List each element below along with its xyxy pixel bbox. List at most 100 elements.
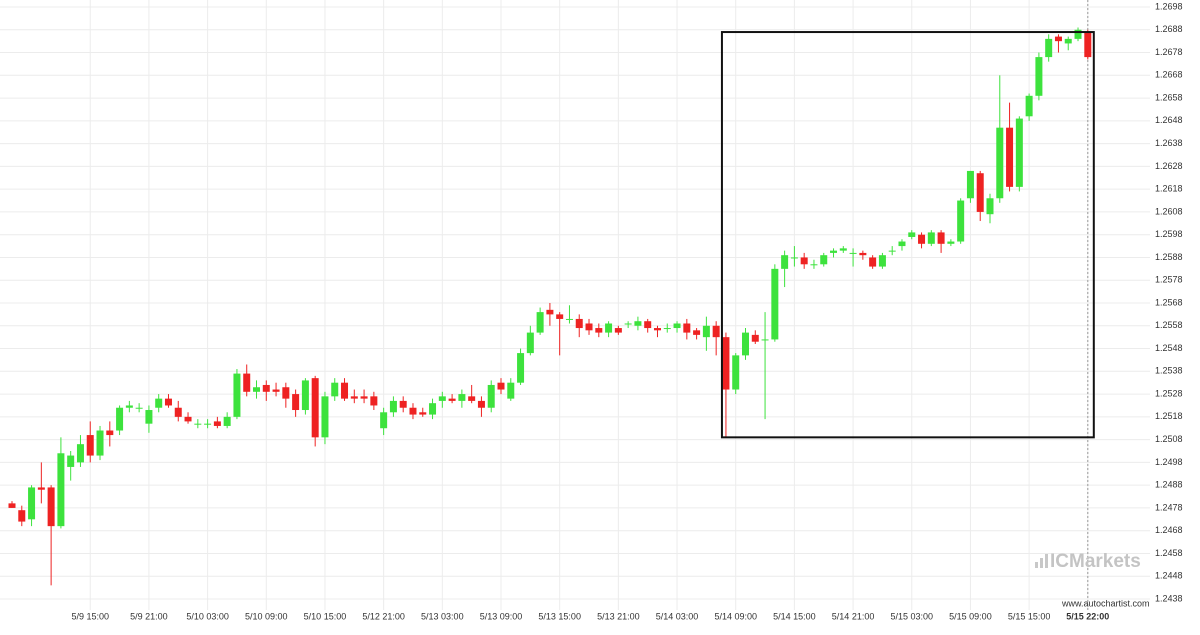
x-tick-label: 5/15 22:00 [1066,611,1109,621]
candle-body [8,503,16,508]
candle-body [634,321,642,326]
y-tick-label: 1.2618 [1155,184,1183,194]
candle-body [1074,29,1082,39]
candle-body [106,430,114,436]
candle-body [194,423,202,425]
candle-body [800,257,808,265]
candle-body [595,328,603,333]
candle-body [565,318,573,320]
candle-body [389,400,397,413]
candle-body [301,380,309,411]
candle-body [702,325,710,338]
watermark: ICMarkets [1050,551,1141,572]
candle-body [1064,38,1072,44]
candle-body [468,396,476,401]
candle-body [96,430,104,456]
candle-body [37,487,45,490]
candle-body [1045,38,1053,58]
candle-body [653,328,661,331]
y-tick-label: 1.2558 [1155,320,1183,330]
candle-body [878,255,886,267]
candle-body [419,412,427,415]
y-tick-label: 1.2548 [1155,343,1183,353]
candle-body [76,444,84,463]
candle-body [908,232,916,237]
x-tick-label: 5/13 09:00 [480,611,523,621]
grid [0,0,1150,610]
candle-body [683,323,691,333]
candle-body [458,394,466,401]
y-tick-label: 1.2568 [1155,297,1183,307]
candle-body [742,332,749,356]
candle-body [399,400,407,408]
candle-body [830,250,838,253]
x-tick-label: 5/14 21:00 [832,611,875,621]
candle-body [839,248,847,251]
candle-body [712,325,720,338]
candle-body [67,455,75,467]
y-tick-label: 1.2648 [1155,115,1183,125]
candle-body [869,257,877,267]
y-tick-label: 1.2588 [1155,252,1183,262]
candle-body [1084,32,1092,58]
x-tick-label: 5/13 15:00 [538,611,581,621]
candle-body [644,321,652,329]
x-tick-label: 5/13 21:00 [597,611,640,621]
candle-body [1035,57,1043,96]
candle-body [976,173,984,212]
x-tick-label: 5/12 21:00 [362,611,405,621]
candle-body [409,407,417,415]
candle-body [526,332,534,354]
candle-body [1006,127,1014,187]
candle-body [18,510,26,522]
candle-body [986,198,994,215]
candle-body [370,396,378,406]
candle-body [204,423,212,425]
y-tick-label: 1.2608 [1155,206,1183,216]
y-tick-label: 1.2438 [1155,593,1183,603]
candle-body [272,389,280,392]
candle-body [781,255,789,269]
candle-body [673,323,681,329]
candle-body [28,487,36,520]
y-tick-label: 1.2458 [1155,548,1183,558]
candle-body [86,435,94,456]
x-tick-label: 5/10 09:00 [245,611,288,621]
candle-body [849,252,857,254]
candle-body [790,257,798,259]
candle-body [722,337,730,390]
candle-body [898,241,906,247]
candle-body [223,416,231,426]
candle-body [331,382,339,397]
candle-body [311,378,319,438]
x-tick-label: 5/15 03:00 [890,611,933,621]
candle-body [888,250,896,252]
candle-body [350,396,358,399]
candle-body [262,384,270,392]
candle-body [47,487,55,527]
candle-body [507,382,515,399]
candle-body [1054,36,1062,42]
candle-body [966,170,974,199]
candle-body [253,387,260,392]
candle-body [957,200,965,242]
candle-body [575,318,583,329]
candle-body [282,387,290,399]
y-tick-label: 1.2678 [1155,47,1183,57]
x-tick-label: 5/13 03:00 [421,611,464,621]
candle-body [497,382,505,390]
x-tick-label: 5/10 15:00 [304,611,347,621]
x-tick-label: 5/10 03:00 [186,611,229,621]
y-tick-label: 1.2488 [1155,480,1183,490]
y-tick-label: 1.2658 [1155,92,1183,102]
candle-body [243,373,251,392]
candle-body [380,412,388,429]
source: www.autochartist.com [1061,598,1150,608]
candle-body [213,421,221,426]
y-tick-label: 1.2638 [1155,138,1183,148]
candle-body [614,328,622,333]
x-tick-label: 5/9 21:00 [130,611,168,621]
candle-body [771,268,779,340]
